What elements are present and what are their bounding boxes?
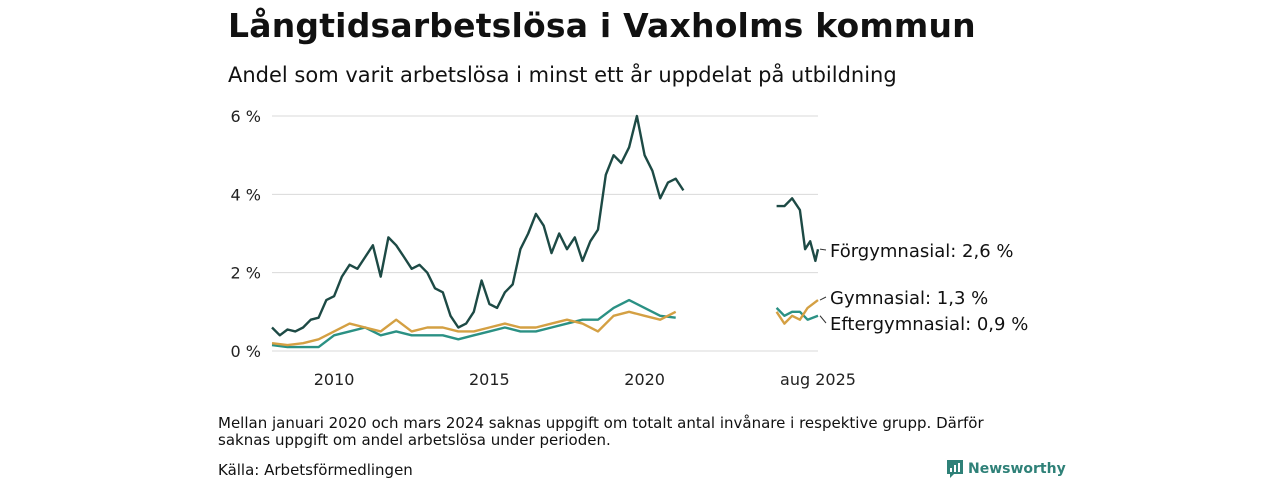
- source-text: Källa: Arbetsförmedlingen: [218, 461, 413, 479]
- label-leader-line: [819, 315, 827, 324]
- label-leader-line: [819, 296, 827, 301]
- series-line-förgymnasial: [271, 114, 685, 337]
- y-tick-label: 6 %: [231, 107, 261, 126]
- brand-name: Newsworthy: [968, 461, 1066, 477]
- y-tick-label: 2 %: [231, 264, 261, 283]
- brand-logo: Newsworthy: [946, 459, 1066, 479]
- chart-subtitle: Andel som varit arbetslösa i minst ett å…: [228, 63, 897, 87]
- series-end-label: Gymnasial: 1,3 %: [830, 288, 988, 309]
- x-tick-label: 2020: [624, 370, 665, 389]
- series-line-gymnasial: [271, 310, 677, 347]
- series-line-eftergymnasial: [775, 307, 819, 321]
- footnote: Mellan januari 2020 och mars 2024 saknas…: [218, 414, 984, 449]
- label-leader-line: [819, 248, 827, 251]
- x-tick-label: 2010: [314, 370, 355, 389]
- x-tick-label: 2015: [469, 370, 510, 389]
- series-line-eftergymnasial: [271, 298, 676, 349]
- line-chart: 0 % 2 % 4 % 6 % 2010 2015 2020 aug 2025 Förgymna…: [231, 107, 1029, 389]
- y-tick-label: 0 %: [231, 342, 261, 361]
- series-line-gymnasial: [775, 299, 819, 325]
- series-end-label: Förgymnasial: 2,6 %: [830, 241, 1014, 262]
- newsworthy-icon: [947, 460, 963, 478]
- series-end-label: Eftergymnasial: 0,9 %: [830, 314, 1028, 335]
- series-line-förgymnasial: [776, 197, 820, 263]
- y-tick-label: 4 %: [231, 185, 261, 204]
- x-tick-label: aug 2025: [780, 370, 856, 389]
- chart-title: Långtidsarbetslösa i Vaxholms kommun: [228, 6, 976, 45]
